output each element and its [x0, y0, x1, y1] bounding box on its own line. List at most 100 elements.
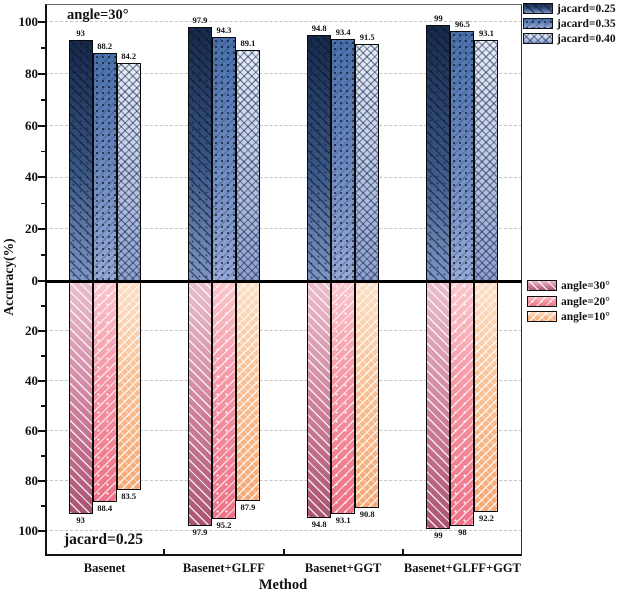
- bar-top-jacard-0.40-basenet-ggt: [355, 44, 380, 281]
- bar-bottom-angle-10--basenet: [116, 281, 141, 490]
- y-tick-top-0: [38, 280, 45, 282]
- x-tick-3: [401, 549, 404, 555]
- y-tick-label-bottom-40: 40: [25, 373, 38, 388]
- bar-bottom-angle-20--basenet: [92, 281, 117, 502]
- gridline-bottom-60: [45, 430, 522, 432]
- bar-label-top-jacard-0.35-basenet-glff-ggt: 96.5: [454, 19, 470, 30]
- y-tick-label-top-0: 0: [31, 273, 39, 288]
- bar-label-top-jacard-0.35-basenet: 88.2: [97, 40, 113, 51]
- top-annotation: angle=30°: [67, 7, 129, 23]
- y-tick-top-80: [38, 72, 45, 75]
- bar-bottom-angle-20--basenet-glff-ggt: [450, 281, 475, 526]
- gridline-top-100: [45, 21, 522, 23]
- y-tick-label-bottom-60: 60: [25, 423, 38, 438]
- y-minor-tick-top-90: [41, 47, 45, 49]
- bar-bottom-angle-10--basenet-ggt: [355, 281, 380, 508]
- x-tick-1: [163, 549, 166, 555]
- y-minor-tick-bottom-90: [41, 505, 45, 507]
- legend-label-angle-20-: angle=20°: [561, 295, 610, 308]
- bar-top-jacard-0.35-basenet: [92, 52, 117, 281]
- y-tick-label-bottom-80: 80: [25, 473, 38, 488]
- bar-label-bottom-angle-20--basenet-glff-ggt: 98: [458, 527, 467, 537]
- bar-label-bottom-angle-20--basenet-glff: 95.2: [216, 520, 232, 530]
- gridline-bottom-40: [45, 380, 522, 382]
- bottom-annotation: jacard=0.25: [64, 531, 143, 548]
- bar-top-jacard-0.25-basenet: [68, 40, 93, 281]
- y-tick-bottom-60: [38, 430, 45, 432]
- legend-swatch-jacard-0.40: [523, 33, 553, 44]
- zero-baseline: [45, 279, 522, 283]
- legend-swatch-angle-20-: [527, 295, 557, 307]
- bar-label-top-jacard-0.40-basenet: 84.2: [121, 50, 137, 61]
- legend-label-jacard-0.25: jacard=0.25: [557, 3, 616, 15]
- bar-top-jacard-0.25-basenet-glff-ggt: [426, 24, 451, 281]
- legend-label-angle-30-: angle=30°: [561, 280, 610, 292]
- bar-bottom-angle-10--basenet-glff-ggt: [474, 281, 499, 512]
- bar-label-top-jacard-0.40-basenet-glff-ggt: 93.1: [478, 27, 494, 38]
- y-tick-top-60: [38, 124, 45, 127]
- gridline-top-60: [45, 124, 522, 126]
- bar-top-jacard-0.25-basenet-glff: [187, 27, 212, 281]
- bar-label-bottom-angle-30--basenet: 93: [76, 514, 85, 525]
- bar-label-bottom-angle-30--basenet-glff-ggt: 99: [434, 529, 443, 540]
- y-tick-label-bottom-20: 20: [25, 323, 38, 338]
- legend-swatch-angle-30-: [527, 280, 557, 291]
- bar-top-jacard-0.40-basenet: [116, 62, 141, 281]
- y-tick-label-bottom-100: 100: [18, 523, 39, 538]
- y-tick-label-top-100: 100: [18, 14, 39, 29]
- x-tick-2: [282, 549, 285, 555]
- bar-top-jacard-0.35-basenet-glff: [211, 36, 236, 281]
- y-tick-top-40: [38, 176, 45, 179]
- y-minor-tick-top-70: [41, 99, 45, 101]
- bar-label-top-jacard-0.40-basenet-glff: 89.1: [240, 38, 256, 49]
- bar-label-top-jacard-0.25-basenet: 93: [76, 28, 85, 39]
- x-category-label-basenet-ggt: Basenet+GGT: [304, 561, 382, 575]
- bar-label-bottom-angle-10--basenet-ggt: 90.8: [359, 509, 375, 519]
- bar-label-bottom-angle-10--basenet-glff-ggt: 92.2: [478, 512, 494, 523]
- y-minor-tick-bottom-50: [41, 405, 45, 407]
- bar-top-jacard-0.35-basenet-glff-ggt: [450, 31, 475, 281]
- y-minor-tick-top-10: [41, 254, 45, 256]
- y-minor-tick-top-50: [41, 150, 45, 153]
- bar-label-bottom-angle-20--basenet-ggt: 93.1: [335, 514, 351, 525]
- y-tick-label-top-80: 80: [25, 65, 38, 81]
- gridline-bottom-80: [45, 480, 522, 482]
- bar-label-top-jacard-0.35-basenet-ggt: 93.4: [335, 27, 351, 38]
- y-tick-label-top-60: 60: [25, 117, 38, 133]
- bar-top-jacard-0.40-basenet-glff: [235, 50, 260, 281]
- x-axis-title: Method: [258, 577, 308, 593]
- y-tick-top-100: [38, 21, 45, 23]
- gridline-top-20: [45, 228, 522, 230]
- bar-label-bottom-angle-30--basenet-glff: 97.9: [192, 526, 208, 537]
- bar-label-top-jacard-0.25-basenet-ggt: 94.8: [311, 23, 327, 34]
- bar-bottom-angle-30--basenet: [68, 281, 93, 514]
- bar-label-bottom-angle-20--basenet: 88.4: [97, 503, 113, 513]
- gridline-top-40: [45, 176, 522, 178]
- legend-label-jacard-0.35: jacard=0.35: [557, 18, 616, 30]
- y-minor-tick-bottom-10: [41, 305, 45, 307]
- x-category-label-basenet-glff-ggt: Basenet+GLFF+GGT: [403, 561, 521, 575]
- y-tick-top-20: [38, 228, 45, 231]
- bar-bottom-angle-20--basenet-ggt: [331, 281, 356, 514]
- gridline-bottom-20: [45, 330, 522, 332]
- bar-bottom-angle-30--basenet-ggt: [307, 281, 332, 518]
- y-tick-bottom-100: [38, 530, 45, 532]
- bar-top-jacard-0.40-basenet-glff-ggt: [474, 39, 499, 281]
- bar-top-jacard-0.35-basenet-ggt: [331, 39, 356, 281]
- y-tick-bottom-20: [38, 330, 45, 332]
- bar-label-top-jacard-0.25-basenet-glff-ggt: 99: [434, 12, 443, 23]
- bar-label-top-jacard-0.25-basenet-glff: 97.9: [192, 15, 208, 26]
- y-tick-label-top-20: 20: [25, 221, 38, 237]
- legend-label-jacard-0.40: jacard=0.40: [557, 33, 616, 45]
- bar-label-bottom-angle-10--basenet: 83.5: [121, 490, 137, 501]
- bar-bottom-angle-20--basenet-glff: [211, 281, 236, 519]
- bar-label-bottom-angle-10--basenet-glff: 87.9: [240, 501, 256, 512]
- bar-bottom-angle-30--basenet-glff: [187, 281, 212, 526]
- y-tick-bottom-80: [38, 480, 45, 482]
- bar-bottom-angle-10--basenet-glff: [235, 281, 260, 501]
- y-minor-tick-bottom-70: [41, 455, 45, 457]
- legend-swatch-jacard-0.25: [523, 3, 553, 14]
- gridline-top-80: [45, 73, 522, 74]
- gridline-bottom-100: [45, 530, 522, 532]
- bar-label-top-jacard-0.35-basenet-glff: 94.3: [216, 24, 232, 35]
